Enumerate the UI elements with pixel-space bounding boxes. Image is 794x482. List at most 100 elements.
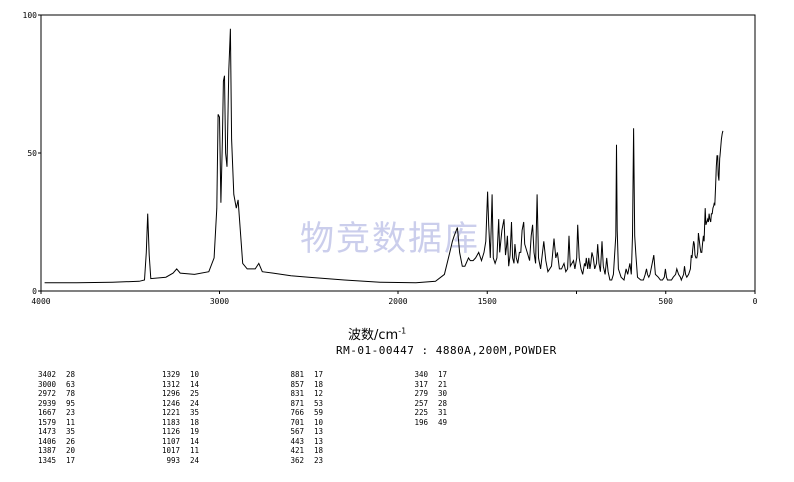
- peak-column: 881 17 857 18 831 12 871 53 766 59 701 10 567 13 443 13…: [248, 370, 328, 465]
- peak-row: 443 13: [248, 437, 328, 447]
- peak-row: 1017 11: [124, 446, 204, 456]
- peak-intensity: 30: [438, 389, 448, 398]
- peak-wavenumber: 1329: [161, 370, 180, 379]
- x-axis-label: 波数/cm-1: [348, 324, 406, 343]
- peak-row: 362 23: [248, 456, 328, 466]
- peak-row: 225 31: [372, 408, 452, 418]
- peak-intensity: 21: [438, 379, 448, 389]
- peak-wavenumber: 701: [290, 417, 304, 427]
- x-tick-label: 2000: [388, 297, 407, 306]
- peak-wavenumber: 1387: [37, 446, 56, 455]
- spectrum-line: [44, 28, 724, 284]
- sample-id: RM-01-00447 : 4880A,200M,POWDER: [336, 344, 557, 357]
- peak-intensity: 19: [190, 427, 200, 436]
- peak-intensity: 13: [314, 427, 324, 436]
- x-tick-label: 0: [753, 297, 758, 306]
- peak-row: 1107 14: [124, 437, 204, 447]
- peak-intensity: 25: [190, 389, 200, 398]
- peak-row: 1329 10: [124, 370, 204, 380]
- peak-row: 421 18: [248, 446, 328, 456]
- peak-intensity: 18: [314, 446, 324, 455]
- peak-row: 196 49: [372, 418, 452, 428]
- y-tick-label: 0: [32, 287, 37, 296]
- spectrum-chart: 物竞数据库 0 50 100 4000 3000 2000 1500 500 0: [23, 11, 758, 306]
- peak-wavenumber: 831: [290, 389, 304, 398]
- peak-intensity: 17: [314, 370, 324, 379]
- peak-intensity: 28: [438, 398, 448, 408]
- peak-wavenumber: 3000: [37, 379, 56, 389]
- x-axis: 4000 3000 2000 1500 500 0: [31, 291, 758, 306]
- peak-wavenumber: 567: [290, 427, 304, 436]
- x-axis-label-superscript: -1: [398, 326, 407, 336]
- peak-row: 567 13: [248, 427, 328, 437]
- peak-row: 871 53: [248, 399, 328, 409]
- peak-row: 1667 23: [0, 408, 80, 418]
- peak-intensity: 24: [190, 455, 200, 465]
- peak-intensity: 63: [66, 379, 76, 389]
- y-axis: 0 50 100: [23, 11, 41, 296]
- peak-table: 3402 28 3000 63 2972 78 2939 95 1667 23 1579 11 1473…: [0, 370, 794, 480]
- peak-wavenumber: 362: [290, 455, 304, 465]
- peak-intensity: 24: [190, 398, 200, 408]
- peak-intensity: 31: [438, 408, 448, 417]
- peak-wavenumber: 1221: [161, 408, 180, 417]
- peak-intensity: 78: [66, 389, 76, 398]
- peak-row: 317 21: [372, 380, 452, 390]
- y-tick-label: 50: [27, 149, 37, 158]
- peak-intensity: 23: [314, 455, 324, 465]
- peak-intensity: 11: [190, 446, 200, 455]
- peak-intensity: 12: [314, 389, 324, 398]
- peak-row: 279 30: [372, 389, 452, 399]
- peak-intensity: 13: [314, 436, 324, 446]
- peak-intensity: 18: [190, 417, 200, 427]
- peak-row: 993 24: [124, 456, 204, 466]
- peak-intensity: 95: [66, 398, 76, 408]
- peak-wavenumber: 340: [414, 370, 428, 379]
- peak-wavenumber: 279: [414, 389, 428, 398]
- peak-wavenumber: 993: [166, 455, 180, 465]
- peak-row: 340 17: [372, 370, 452, 380]
- peak-intensity: 11: [66, 417, 76, 427]
- peak-row: 1312 14: [124, 380, 204, 390]
- peak-wavenumber: 443: [290, 436, 304, 446]
- peak-row: 3402 28: [0, 370, 80, 380]
- peak-row: 2939 95: [0, 399, 80, 409]
- peak-wavenumber: 1473: [37, 427, 56, 436]
- peak-wavenumber: 1183: [161, 417, 180, 427]
- peak-intensity: 28: [66, 370, 76, 379]
- peak-wavenumber: 2939: [37, 398, 56, 408]
- peak-intensity: 53: [314, 398, 324, 408]
- peak-wavenumber: 1107: [161, 436, 180, 446]
- peak-wavenumber: 857: [290, 379, 304, 389]
- peak-wavenumber: 196: [414, 417, 428, 427]
- peak-wavenumber: 1126: [161, 427, 180, 436]
- peak-row: 3000 63: [0, 380, 80, 390]
- peak-intensity: 18: [314, 379, 324, 389]
- peak-row: 1221 35: [124, 408, 204, 418]
- peak-row: 2972 78: [0, 389, 80, 399]
- peak-intensity: 59: [314, 408, 324, 417]
- peak-intensity: 17: [438, 370, 448, 379]
- peak-row: 701 10: [248, 418, 328, 428]
- peak-wavenumber: 766: [290, 408, 304, 417]
- x-tick-label: 500: [659, 297, 674, 306]
- peak-row: 1406 26: [0, 437, 80, 447]
- peak-row: 857 18: [248, 380, 328, 390]
- peak-intensity: 20: [66, 446, 76, 455]
- peak-wavenumber: 1017: [161, 446, 180, 455]
- peak-intensity: 17: [66, 455, 76, 465]
- peak-column: 1329 10 1312 14 1296 25 1246 24 1221 35 1183 18 1126…: [124, 370, 204, 465]
- peak-row: 1183 18: [124, 418, 204, 428]
- peak-row: 1126 19: [124, 427, 204, 437]
- peak-wavenumber: 1312: [161, 379, 180, 389]
- peak-wavenumber: 1345: [37, 455, 56, 465]
- peak-intensity: 14: [190, 436, 200, 446]
- peak-wavenumber: 1406: [37, 436, 56, 446]
- peak-wavenumber: 2972: [37, 389, 56, 398]
- peak-row: 1473 35: [0, 427, 80, 437]
- peak-intensity: 23: [66, 408, 76, 417]
- peak-row: 1246 24: [124, 399, 204, 409]
- peak-row: 257 28: [372, 399, 452, 409]
- y-tick-label: 100: [23, 11, 38, 20]
- peak-wavenumber: 3402: [37, 370, 56, 379]
